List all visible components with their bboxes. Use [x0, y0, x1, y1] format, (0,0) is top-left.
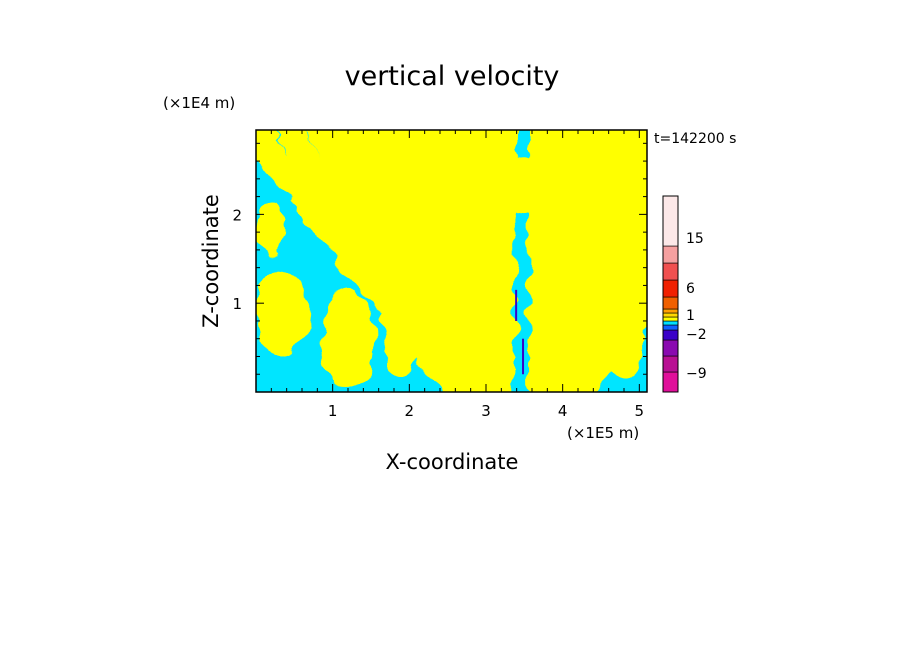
- field-blob: [348, 130, 394, 175]
- field-blob: [604, 312, 644, 384]
- colorbar-swatch: [662, 262, 679, 281]
- y-axis-label: Z-coordinate: [199, 194, 223, 328]
- field-band: [303, 130, 470, 392]
- field-band: [363, 130, 478, 392]
- field-blob: [279, 147, 325, 210]
- colorbar-label: 6: [686, 281, 695, 297]
- colorbar-swatch: [662, 296, 679, 310]
- colorbar: 15 6 1 −2 −9: [662, 195, 707, 393]
- field-blob: [498, 153, 543, 214]
- field-band: [563, 138, 647, 392]
- plot-frame: [255, 129, 648, 393]
- colorbar-swatch: [662, 308, 679, 314]
- field-blob: [321, 289, 375, 388]
- chart-title: vertical velocity: [345, 61, 560, 92]
- colorbar-label: −2: [686, 327, 707, 343]
- field-blob: [256, 267, 310, 357]
- y-tick-label: 1: [232, 295, 242, 313]
- colorbar-label: 1: [686, 308, 695, 324]
- y-unit-label: (×1E4 m): [163, 94, 235, 112]
- velocity-field: [256, 130, 647, 392]
- colorbar-swatch: [662, 320, 679, 326]
- field-band: [559, 130, 647, 392]
- field-blob: [256, 205, 287, 259]
- colorbar-swatch: [662, 339, 679, 357]
- field-blob: [382, 267, 421, 375]
- colorbar-swatch: [662, 195, 679, 247]
- x-axis-label: X-coordinate: [386, 450, 519, 474]
- colorbar-swatch: [662, 316, 679, 322]
- x-tick-label: 3: [481, 402, 491, 420]
- colorbar-label: −9: [686, 366, 707, 382]
- colorbar-swatch: [662, 329, 679, 341]
- colorbar-swatch: [662, 355, 679, 373]
- x-tick-label: 2: [405, 402, 415, 420]
- x-unit-label: (×1E5 m): [567, 424, 639, 442]
- field-streak: [522, 338, 525, 375]
- field-band: [571, 245, 647, 392]
- x-tick-label: 1: [328, 402, 338, 420]
- axis-ticks: 1 2 3 4 5 1 2: [232, 130, 647, 420]
- y-tick-label: 2: [232, 206, 242, 224]
- colorbar-swatch: [662, 279, 679, 298]
- field-blob: [409, 134, 456, 170]
- colorbar-swatch: [662, 371, 679, 393]
- colorbar-swatch: [662, 312, 679, 318]
- x-tick-label: 5: [635, 402, 645, 420]
- colorbar-swatch: [662, 324, 679, 331]
- plot-area: 1 2 3 4 5 1 2: [232, 129, 648, 420]
- x-tick-label: 4: [558, 402, 568, 420]
- field-streak: [515, 289, 518, 321]
- field-band: [567, 201, 647, 392]
- field-band: [334, 130, 474, 392]
- colorbar-frame: [662, 195, 679, 393]
- time-label: t=142200 s: [654, 131, 736, 147]
- field-bands: [256, 130, 647, 392]
- colorbar-swatch: [662, 245, 679, 264]
- colorbar-label: 15: [686, 231, 704, 247]
